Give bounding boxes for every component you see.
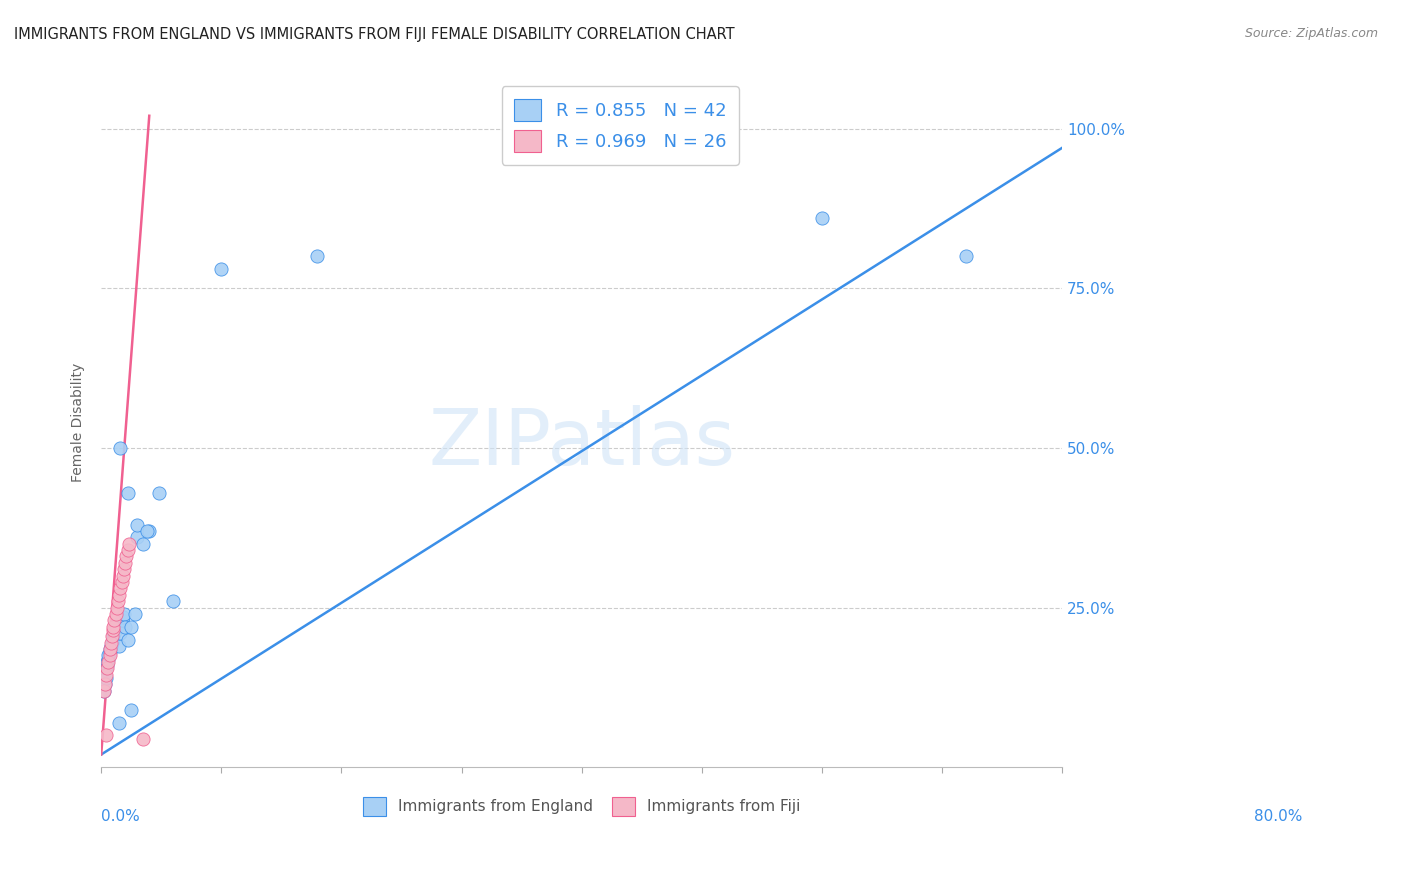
Point [94,671,117,685]
Point [101,629,124,643]
Point [114,620,136,634]
Point [111,613,134,627]
Point [103,626,125,640]
Point [132,537,155,551]
Point [105,620,128,634]
Point [98,645,121,659]
Point [101,636,124,650]
Point [110,441,132,455]
Point [132,731,155,746]
Point [96,661,118,675]
Point [98,642,121,657]
Y-axis label: Female Disability: Female Disability [72,363,86,482]
Point [94,667,117,681]
Point [135,524,157,538]
Point [117,485,139,500]
Text: IMMIGRANTS FROM ENGLAND VS IMMIGRANTS FROM FIJI FEMALE DISABILITY CORRELATION CH: IMMIGRANTS FROM ENGLAND VS IMMIGRANTS FR… [14,27,735,42]
Text: 80.0%: 80.0% [1254,809,1302,823]
Point [94,677,117,691]
Point [108,588,131,602]
Point [118,537,141,551]
Point [108,639,131,653]
Legend: Immigrants from England, Immigrants from Fiji: Immigrants from England, Immigrants from… [357,791,807,822]
Text: ZIPatlas: ZIPatlas [429,405,735,481]
Point [209,262,232,277]
Point [120,703,142,717]
Point [97,651,120,665]
Point [127,530,149,544]
Point [97,648,120,663]
Point [955,249,977,263]
Point [103,623,125,637]
Point [94,661,117,675]
Point [107,594,129,608]
Point [96,655,118,669]
Point [115,549,138,564]
Point [98,648,121,663]
Point [100,636,122,650]
Point [103,620,125,634]
Point [138,524,160,538]
Point [162,594,184,608]
Text: 0.0%: 0.0% [101,809,141,823]
Point [100,639,122,653]
Point [104,623,127,637]
Point [127,517,149,532]
Point [108,715,131,730]
Point [103,613,125,627]
Point [307,249,329,263]
Point [148,485,170,500]
Point [110,582,132,596]
Point [811,211,834,225]
Point [98,642,121,657]
Point [124,607,146,621]
Point [103,629,125,643]
Point [112,562,135,576]
Point [94,728,117,742]
Point [93,683,115,698]
Point [103,632,125,647]
Point [117,632,139,647]
Point [111,610,134,624]
Point [97,655,120,669]
Point [107,616,129,631]
Text: Source: ZipAtlas.com: Source: ZipAtlas.com [1244,27,1378,40]
Point [111,568,134,582]
Point [117,543,139,558]
Point [96,658,118,673]
Point [104,607,127,621]
Point [94,677,117,691]
Point [105,600,128,615]
Point [93,683,115,698]
Point [120,620,142,634]
Point [110,626,132,640]
Point [111,575,134,590]
Point [112,607,135,621]
Point [114,556,136,570]
